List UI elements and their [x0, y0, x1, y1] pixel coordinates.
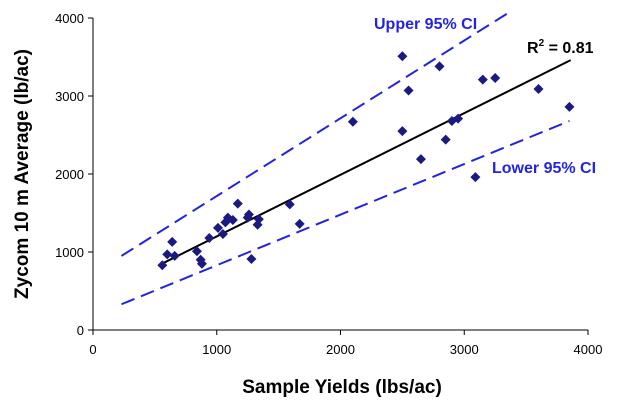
data-point — [397, 126, 408, 137]
data-point — [253, 214, 264, 225]
data-points — [157, 51, 575, 271]
x-tick-label: 1000 — [202, 342, 231, 357]
x-tick-labels: 0 1000 2000 3000 4000 — [89, 342, 602, 357]
y-tick-labels: 0 1000 2000 3000 4000 — [55, 11, 84, 338]
data-point — [204, 232, 215, 243]
data-point — [246, 254, 257, 265]
data-point — [191, 246, 202, 257]
data-point — [434, 61, 445, 72]
r-squared-label: R2 = 0.81 — [527, 38, 594, 57]
y-axis-title: Zycom 10 m Average (lb/ac) — [12, 49, 33, 299]
data-point — [440, 134, 451, 145]
upper-ci-label: Upper 95% CI — [374, 16, 477, 33]
data-point — [284, 199, 295, 210]
data-point — [564, 101, 575, 112]
data-point — [477, 74, 488, 85]
axes — [88, 17, 589, 335]
x-tick-label: 3000 — [450, 342, 479, 357]
data-point — [533, 83, 544, 94]
data-point — [167, 236, 178, 247]
data-point — [403, 85, 414, 96]
data-point — [157, 260, 168, 271]
data-point — [415, 154, 426, 165]
data-point — [453, 113, 464, 124]
r-squared-base: R — [527, 40, 539, 57]
data-point — [397, 51, 408, 62]
data-point — [232, 198, 243, 209]
x-tick-label: 0 — [89, 342, 96, 357]
data-point — [162, 249, 173, 260]
y-tick-label: 2000 — [55, 167, 84, 182]
data-point — [294, 218, 305, 229]
lower-ci-line — [121, 120, 570, 306]
x-tick-label: 2000 — [326, 342, 355, 357]
regression-line — [163, 59, 572, 264]
lower-ci-label: Lower 95% CI — [492, 160, 596, 177]
data-point — [347, 116, 358, 127]
y-tick-label: 3000 — [55, 89, 84, 104]
y-tick-label: 1000 — [55, 245, 84, 260]
data-point — [212, 222, 223, 233]
data-point — [490, 73, 501, 84]
data-point — [196, 258, 207, 269]
data-point — [169, 250, 180, 261]
y-tick-label: 4000 — [55, 11, 84, 26]
r-squared-value: = 0.81 — [544, 40, 593, 57]
chart-lines — [120, 12, 572, 306]
data-point — [243, 209, 254, 220]
data-point — [227, 215, 238, 226]
x-tick-label: 4000 — [574, 342, 603, 357]
data-point — [470, 172, 481, 183]
x-axis-title: Sample Yields (lbs/ac) — [242, 377, 442, 398]
upper-ci-line — [120, 12, 509, 257]
y-tick-label: 0 — [77, 323, 84, 338]
r-squared-sup: 2 — [539, 38, 545, 49]
data-point — [217, 229, 228, 240]
